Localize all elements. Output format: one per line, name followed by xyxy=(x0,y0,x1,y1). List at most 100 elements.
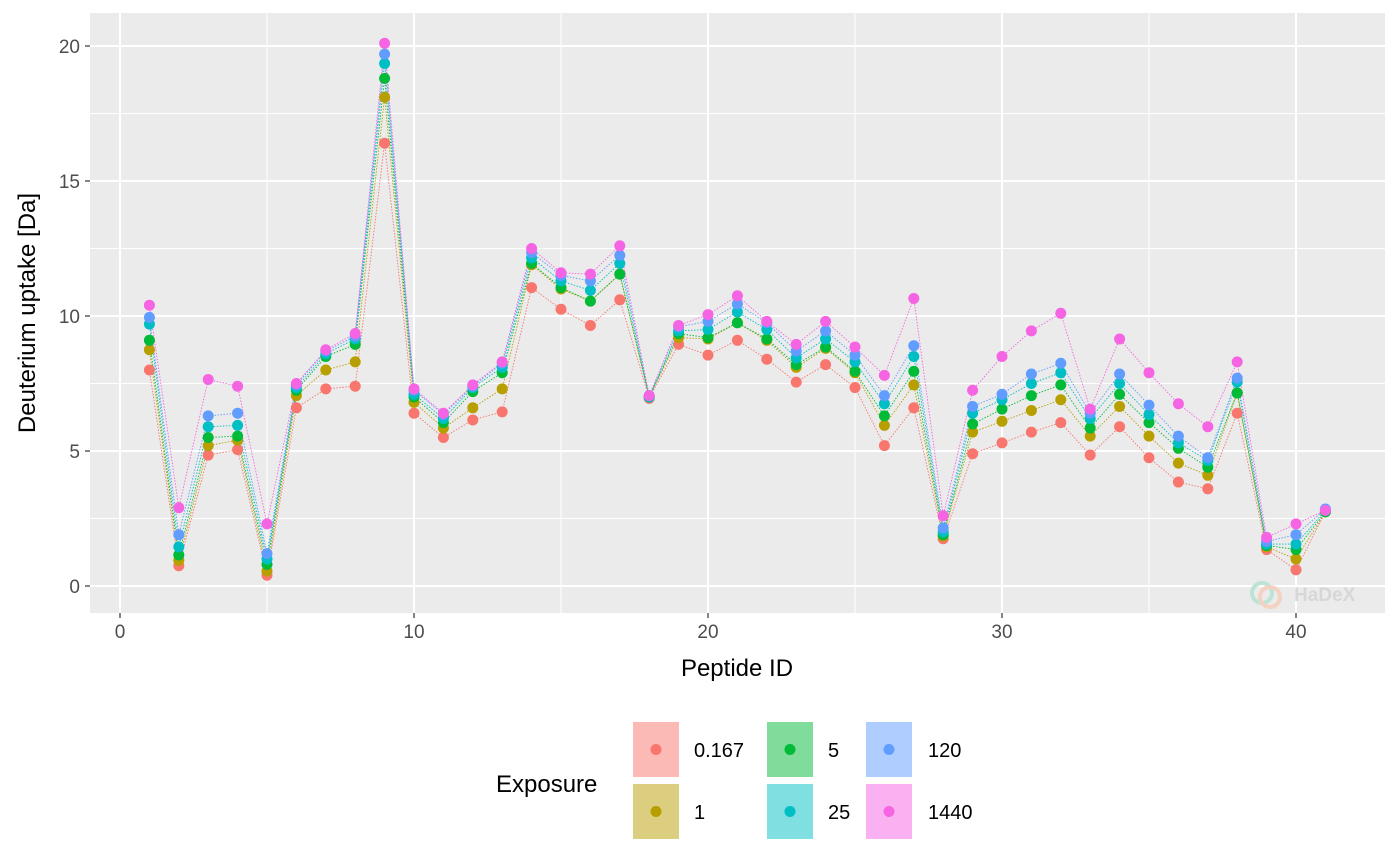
data-point xyxy=(1143,367,1155,379)
data-point xyxy=(349,380,361,392)
legend-key-point xyxy=(650,744,662,755)
data-point xyxy=(878,419,890,431)
data-point xyxy=(820,359,832,371)
data-point xyxy=(1025,390,1037,402)
data-point xyxy=(849,382,861,394)
data-point xyxy=(1025,426,1037,438)
data-point xyxy=(614,240,626,252)
data-point xyxy=(1025,405,1037,416)
data-point xyxy=(1172,457,1184,469)
data-point xyxy=(143,344,155,356)
data-point xyxy=(614,257,626,269)
legend-label: 25 xyxy=(828,802,850,824)
legend-key-point xyxy=(883,744,895,755)
data-point xyxy=(232,444,244,456)
data-point xyxy=(173,541,185,553)
data-point xyxy=(967,418,979,430)
legend-label: 1 xyxy=(694,802,705,824)
data-point xyxy=(555,267,567,279)
legend-label: 0.167 xyxy=(694,740,744,762)
x-tick-label: 30 xyxy=(991,622,1012,643)
data-point xyxy=(820,341,832,353)
data-point xyxy=(290,402,302,414)
data-point xyxy=(878,369,890,381)
data-point xyxy=(702,349,714,361)
data-point xyxy=(1055,307,1067,319)
data-point xyxy=(908,402,920,414)
data-point xyxy=(143,364,155,376)
data-point xyxy=(967,384,979,396)
data-point xyxy=(232,407,244,419)
data-point xyxy=(349,356,361,368)
y-axis-title: Deuterium uptake [Da] xyxy=(14,193,41,433)
data-point xyxy=(467,379,479,391)
data-point xyxy=(878,398,890,410)
data-point xyxy=(1084,422,1096,434)
data-point xyxy=(1025,378,1037,389)
data-point xyxy=(1114,388,1126,400)
legend-key-point xyxy=(650,806,662,817)
data-point xyxy=(202,449,214,461)
data-point xyxy=(1290,564,1302,576)
data-point xyxy=(820,333,832,345)
data-point xyxy=(1319,504,1331,516)
data-point xyxy=(1025,325,1037,337)
data-point xyxy=(408,407,420,419)
data-point xyxy=(1055,417,1067,429)
x-tick-label: 10 xyxy=(403,622,424,643)
data-point xyxy=(731,334,743,346)
data-point xyxy=(761,315,773,327)
data-point xyxy=(584,284,596,296)
legend-key-point xyxy=(784,806,796,817)
data-point xyxy=(202,440,214,452)
data-point xyxy=(849,341,861,353)
data-point xyxy=(496,383,508,395)
data-point xyxy=(1202,421,1214,433)
data-point xyxy=(673,319,685,331)
x-axis-title: Peptide ID xyxy=(681,655,793,682)
data-point xyxy=(379,37,391,49)
data-point xyxy=(261,548,273,560)
data-point xyxy=(467,402,479,414)
data-point xyxy=(1202,469,1214,481)
data-point xyxy=(702,324,714,335)
data-point xyxy=(996,403,1008,415)
legend-label: 5 xyxy=(828,740,839,762)
data-point xyxy=(731,290,743,302)
data-point xyxy=(1261,531,1273,543)
y-tick-label: 0 xyxy=(69,577,80,598)
data-point xyxy=(232,380,244,392)
y-tick-label: 10 xyxy=(59,307,80,328)
x-tick-label: 40 xyxy=(1285,622,1306,643)
data-point xyxy=(1114,368,1126,380)
data-point xyxy=(702,309,714,321)
data-point xyxy=(1084,449,1096,461)
x-tick-label: 20 xyxy=(697,622,718,643)
data-point xyxy=(1055,394,1067,406)
data-point xyxy=(731,306,743,318)
data-point xyxy=(320,383,332,395)
axes: 0 10 20 30 40 0 5 10 15 20 xyxy=(59,37,1307,643)
data-point xyxy=(1231,387,1243,399)
data-point xyxy=(761,333,773,345)
data-point xyxy=(1143,399,1155,411)
data-point xyxy=(1114,378,1126,389)
data-point xyxy=(1084,430,1096,442)
y-tick-label: 20 xyxy=(59,37,80,58)
legend-label: 120 xyxy=(928,740,961,762)
data-point xyxy=(614,249,626,261)
data-point xyxy=(143,299,155,311)
data-point xyxy=(1084,403,1096,415)
hadex-watermark: HaDeX xyxy=(1250,581,1356,609)
data-point xyxy=(584,319,596,331)
data-point xyxy=(878,390,890,402)
series-points xyxy=(143,37,1331,581)
data-point xyxy=(1290,553,1302,565)
data-point xyxy=(526,243,538,254)
data-point xyxy=(937,522,949,534)
data-point xyxy=(584,268,596,280)
data-point xyxy=(1231,356,1243,368)
y-tick-label: 15 xyxy=(59,172,80,193)
data-point xyxy=(849,365,861,377)
data-point xyxy=(996,415,1008,427)
